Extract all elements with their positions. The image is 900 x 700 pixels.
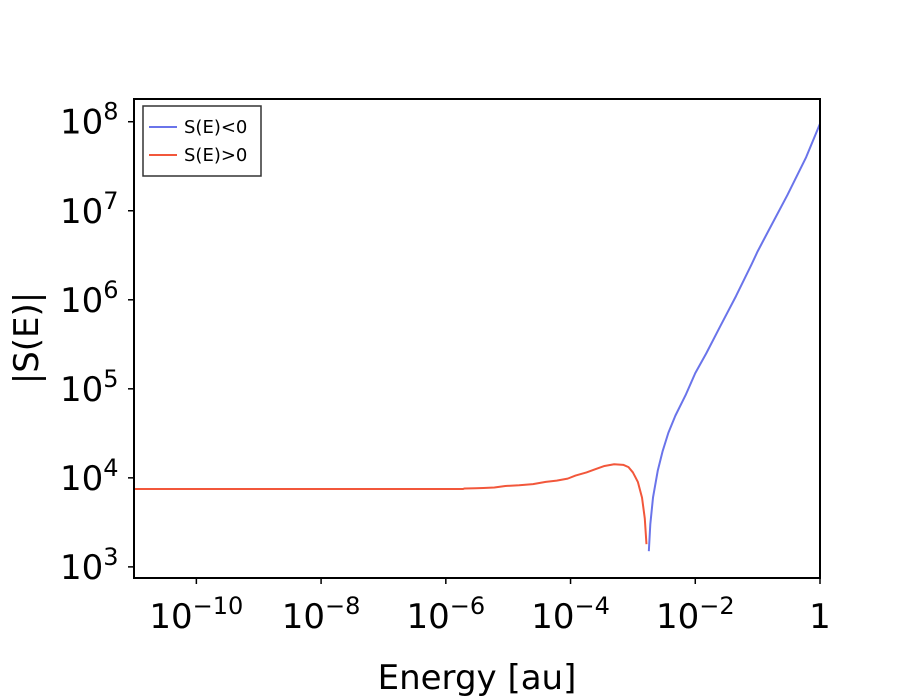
plot-lines [134,123,821,552]
legend-label-s-negative: S(E)<0 [184,117,247,138]
legend: S(E)<0 S(E)>0 [142,105,262,177]
y-axis: 103 104 105 106 107 108 [60,98,134,588]
y-tick-label: 103 [60,543,119,588]
y-tick-label: 105 [60,365,119,410]
x-axis: 10−10 10−8 10−6 10−4 10−2 1 [149,578,831,637]
x-tick-label: 10−6 [406,592,485,637]
y-tick-label: 106 [60,276,119,321]
x-tick-label: 10−8 [282,592,361,637]
x-tick-label: 10−2 [656,592,735,637]
y-tick-label: 104 [60,454,119,499]
x-axis-label: Energy [au] [378,658,577,698]
x-tick-label: 10−4 [531,592,610,637]
x-tick-label: 10−10 [149,592,243,637]
x-tick-label: 1 [809,597,831,637]
legend-box [142,105,262,177]
series-line-s-positive [134,463,648,545]
legend-label-s-positive: S(E)>0 [184,145,247,166]
y-tick-label: 108 [60,98,119,143]
y-tick-label: 107 [60,187,119,232]
plot-frame [133,98,821,579]
y-axis-label: |S(E)| [7,292,47,385]
series-line-s-negative [647,123,821,552]
